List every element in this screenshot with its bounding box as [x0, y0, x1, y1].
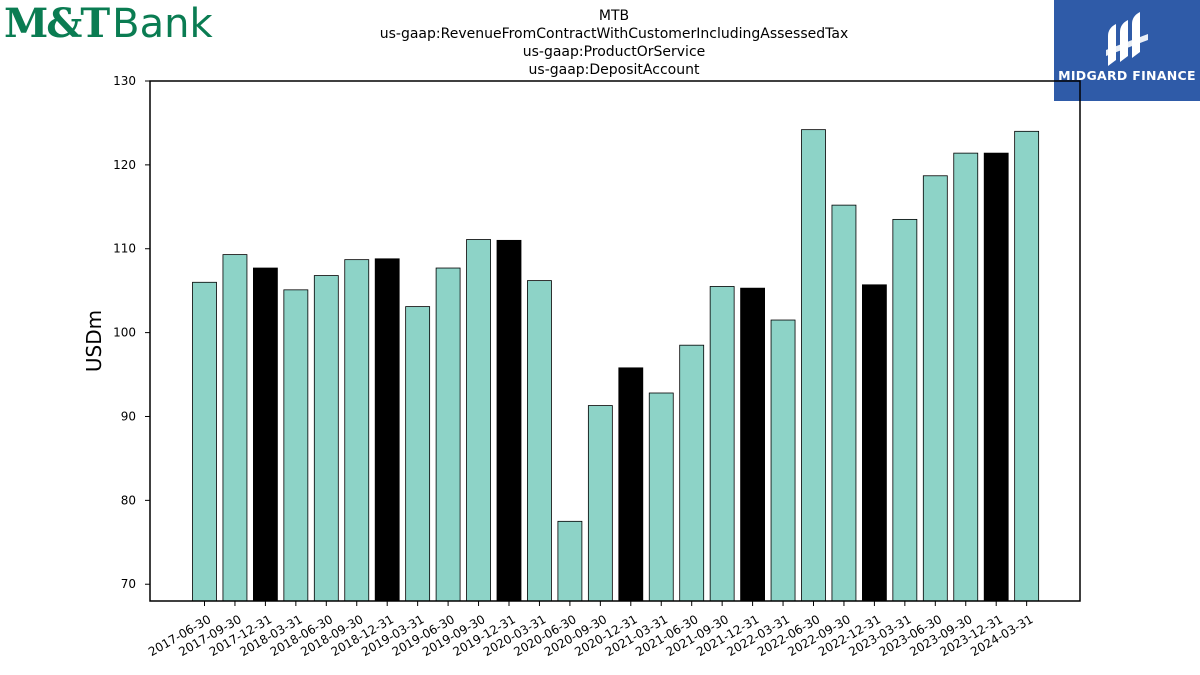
chart-title-line-3: us-gaap:ProductOrService — [522, 44, 706, 60]
bars-group — [192, 129, 1040, 602]
bar-2024-03-31 — [1014, 130, 1040, 602]
y-tick-label: 80 — [121, 493, 136, 507]
bar-2021-09-30 — [709, 286, 735, 602]
y-tick-label: 110 — [113, 242, 136, 256]
bar-2023-03-31 — [892, 218, 918, 602]
chart-title-line-1: MTB — [598, 8, 630, 24]
logo-bank-text: Bank — [112, 1, 213, 47]
y-axis: 70 80 90 100 110 120 130 — [113, 74, 150, 591]
bar-2022-12-31 — [862, 284, 887, 602]
bar-2022-03-31 — [770, 319, 796, 602]
bar-2019-12-31 — [496, 239, 522, 602]
bar-2023-12-31 — [983, 152, 1009, 602]
bar-2023-09-30 — [953, 152, 979, 602]
bar-2020-09-30 — [587, 405, 613, 602]
bar-2017-12-31 — [252, 267, 278, 602]
chart-title-line-4: us-gaap:DepositAccount — [528, 62, 700, 78]
bar-2018-06-30 — [313, 275, 339, 602]
y-tick-label: 100 — [113, 326, 136, 340]
bar-2019-06-30 — [435, 267, 461, 602]
bar-2019-09-30 — [466, 239, 491, 602]
y-tick-label: 120 — [113, 158, 136, 172]
y-tick-label: 130 — [113, 74, 136, 88]
y-tick-label: 90 — [121, 409, 136, 423]
plot-frame — [149, 80, 1081, 602]
bar-2018-12-31 — [374, 258, 400, 602]
chart-title: MTB us-gaap:RevenueFromContractWithCusto… — [314, 7, 914, 79]
bar-2022-09-30 — [831, 204, 857, 602]
bar-2018-03-31 — [283, 289, 309, 602]
y-axis-label: USDm — [82, 310, 106, 372]
chart-title-line-2: us-gaap:RevenueFromContractWithCustomerI… — [379, 26, 849, 42]
logo-mt-text: M&T — [4, 0, 110, 47]
bar-2023-06-30 — [922, 175, 948, 602]
midgard-logo-icon — [1106, 12, 1148, 66]
bar-2021-06-30 — [679, 344, 705, 602]
x-axis: 2017-06-302017-09-302017-12-312018-03-31… — [146, 601, 1036, 659]
midgard-logo-label: MIDGARD FINANCE — [1058, 68, 1196, 83]
mt-bank-logo: M&T Bank — [4, 0, 213, 47]
bar-2017-09-30 — [222, 254, 248, 602]
bar-2018-09-30 — [344, 259, 370, 602]
bar-2020-12-31 — [618, 367, 644, 602]
bar-2020-06-30 — [557, 520, 583, 602]
bar-2022-06-30 — [801, 129, 826, 602]
bar-2021-03-31 — [648, 392, 674, 602]
midgard-finance-logo: MIDGARD FINANCE — [1054, 0, 1200, 101]
bar-2019-03-31 — [405, 306, 431, 602]
bar-2017-06-30 — [192, 281, 217, 602]
bar-2020-03-31 — [527, 280, 552, 602]
bar-2021-12-31 — [740, 287, 765, 602]
y-tick-label: 70 — [121, 577, 136, 591]
